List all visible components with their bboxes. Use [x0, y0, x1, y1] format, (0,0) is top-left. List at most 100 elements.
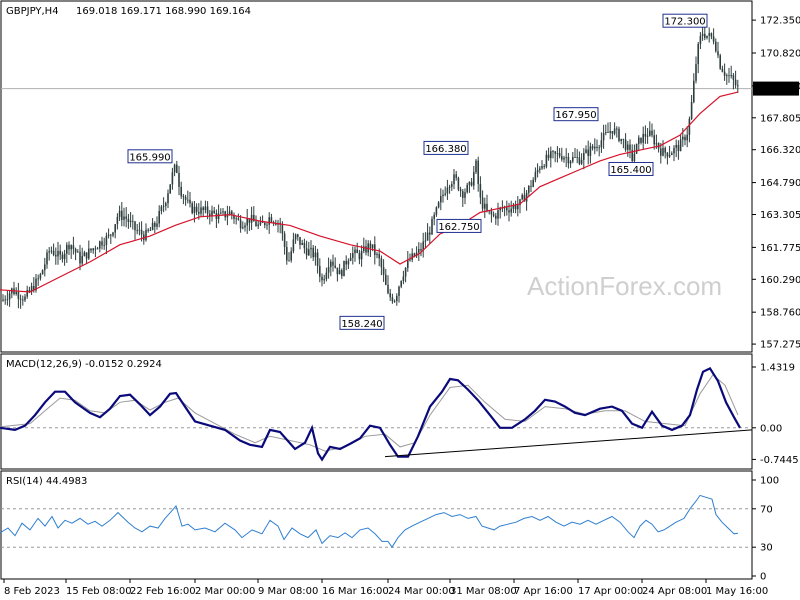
candle — [567, 152, 570, 169]
candle — [616, 126, 618, 138]
candle — [651, 123, 653, 138]
candle — [411, 248, 413, 263]
candle — [266, 222, 268, 230]
candle — [422, 232, 424, 258]
candle — [167, 189, 169, 209]
candle — [574, 147, 576, 159]
candle — [358, 249, 361, 265]
candle — [123, 207, 125, 227]
candle — [468, 181, 471, 193]
candle — [118, 205, 121, 221]
candle — [682, 127, 684, 147]
candle — [479, 176, 482, 205]
rsi-panel-frame — [0, 470, 753, 580]
candle — [151, 218, 154, 231]
macd-title: MACD(12,26,9) -0.0152 0.2924 — [6, 359, 162, 370]
candle — [525, 190, 528, 211]
candle — [19, 294, 22, 309]
rsi-line — [0, 494, 739, 549]
candle — [512, 202, 515, 213]
candle — [473, 166, 475, 190]
time-tick-label: 2 Mar 00:00 — [195, 586, 255, 597]
candle — [99, 240, 101, 253]
annotation-label: 172.300 — [664, 17, 705, 28]
candle — [635, 143, 638, 155]
candle — [349, 253, 352, 262]
rsi-tick-label: 0 — [760, 572, 766, 583]
candle — [695, 56, 697, 84]
candle — [327, 257, 330, 279]
candle — [420, 242, 422, 257]
time-tick-label: 9 Mar 08:00 — [258, 586, 318, 597]
candle — [677, 140, 680, 160]
candle — [475, 159, 477, 175]
candle — [138, 222, 141, 236]
candle — [332, 254, 334, 272]
annotation-label: 167.950 — [555, 110, 596, 121]
candle — [363, 237, 365, 254]
candle — [90, 248, 92, 254]
candle — [134, 220, 136, 240]
macd-tick-label: 1.4319 — [760, 363, 795, 374]
candle — [44, 257, 46, 277]
candle — [325, 267, 328, 282]
candle — [708, 27, 710, 43]
candle — [594, 138, 596, 155]
candle — [486, 194, 488, 213]
candle — [400, 280, 402, 289]
candle — [580, 153, 583, 165]
candle — [96, 246, 99, 250]
candle — [578, 151, 581, 166]
candle — [288, 252, 290, 262]
candle — [297, 233, 299, 241]
candle — [147, 228, 149, 233]
candle — [356, 242, 358, 254]
candle — [160, 204, 163, 215]
candle — [77, 249, 79, 253]
time-tick-label: 7 Apr 16:00 — [514, 586, 573, 597]
candle — [314, 245, 317, 266]
candle — [233, 212, 235, 224]
candle — [495, 212, 497, 225]
price-panel-frame — [0, 0, 753, 353]
candle — [105, 232, 108, 255]
candle — [664, 146, 666, 159]
candle — [136, 223, 138, 235]
candle — [646, 128, 649, 144]
candle — [264, 221, 266, 229]
candle — [446, 179, 449, 200]
rsi-tick-label: 30 — [760, 543, 773, 554]
candle — [569, 159, 572, 168]
sma-path — [0, 91, 739, 293]
candle — [554, 150, 556, 163]
candle — [352, 246, 354, 265]
macd-trendline — [384, 429, 753, 458]
candle — [187, 190, 189, 204]
candle — [248, 218, 251, 231]
candle — [688, 116, 691, 143]
candle — [627, 141, 629, 157]
time-tick-label: 15 Feb 08:00 — [66, 586, 132, 597]
candle — [451, 181, 453, 191]
candle — [376, 251, 378, 259]
price-tick-label: 170.820 — [760, 48, 800, 59]
candle — [541, 160, 543, 170]
candle — [246, 208, 248, 234]
candle — [81, 247, 83, 266]
candle — [129, 212, 132, 228]
candle — [673, 145, 675, 162]
candle — [660, 142, 662, 164]
candle — [558, 148, 561, 159]
price-axis-ticks: 172.350170.820169.290167.805166.320164.7… — [752, 16, 800, 351]
candle — [125, 207, 127, 228]
candle — [712, 28, 715, 45]
candle — [453, 169, 455, 190]
candle — [728, 67, 730, 83]
candle — [224, 210, 226, 221]
candle — [103, 237, 105, 250]
price-tick-label: 167.805 — [760, 113, 800, 124]
time-tick-label: 24 Apr 08:00 — [642, 586, 707, 597]
time-tick-label: 22 Feb 16:00 — [130, 586, 196, 597]
